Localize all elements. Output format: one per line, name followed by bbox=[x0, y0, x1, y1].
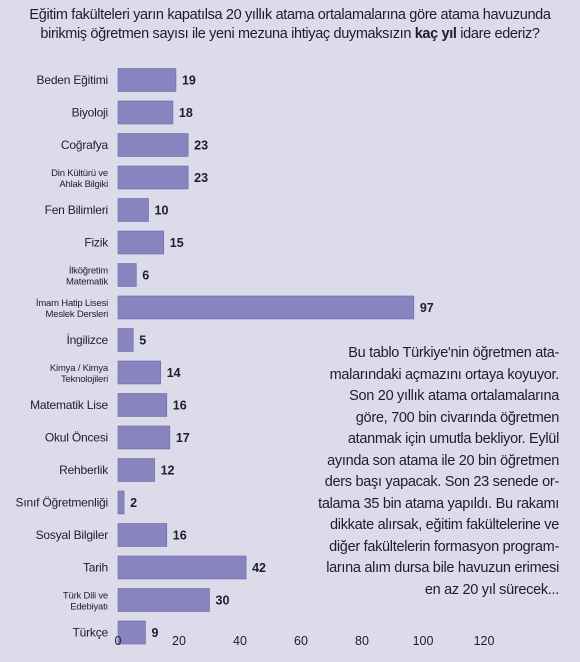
value-label: 12 bbox=[161, 464, 175, 478]
note-line: talama 35 bin atama yapıldı. Bu rakamı bbox=[318, 495, 559, 512]
category-label: Türkçe bbox=[73, 626, 109, 640]
category-label: Kimya / Kimya bbox=[50, 363, 109, 374]
category-label: Ahlak Bilgiki bbox=[59, 179, 108, 190]
value-label: 19 bbox=[182, 74, 196, 88]
bar bbox=[117, 620, 146, 645]
note-line: larına alım dursa bile havuzun erimesi bbox=[326, 560, 559, 576]
x-tick-label: 80 bbox=[355, 634, 369, 648]
note-line: Son 20 yıllık atama ortalamalarına bbox=[349, 388, 559, 404]
bar bbox=[117, 523, 168, 547]
bar bbox=[117, 588, 210, 612]
category-label: İlköğretim bbox=[69, 266, 108, 277]
bar bbox=[117, 230, 165, 255]
note-line: malarındaki açmazını ortaya koyuyor. bbox=[329, 366, 560, 383]
title-line-2-end: idare ederiz? bbox=[456, 26, 540, 42]
bar bbox=[117, 68, 177, 92]
value-label: 16 bbox=[173, 399, 187, 413]
bar bbox=[117, 198, 149, 222]
note-line: atanmak için umutla bekliyor. Eylül bbox=[347, 431, 559, 447]
note-line: en az 20 yıl sürecek... bbox=[424, 581, 559, 598]
category-label: Rehberlik bbox=[59, 463, 109, 477]
bar bbox=[117, 555, 247, 580]
value-label: 9 bbox=[151, 626, 158, 640]
x-tick-label: 0 bbox=[115, 634, 122, 648]
bar bbox=[117, 490, 125, 515]
x-tick-label: 60 bbox=[294, 634, 308, 648]
note-line: dikkate alırsak, eğitim fakültelerine ve bbox=[330, 517, 559, 533]
category-label: İmam Hatip Lisesi bbox=[36, 298, 108, 309]
title-line-2-start: birikmiş öğretmen sayısı ile yeni mezuna… bbox=[40, 26, 415, 42]
value-label: 17 bbox=[176, 431, 190, 445]
value-label: 15 bbox=[170, 236, 184, 250]
value-label: 5 bbox=[139, 334, 146, 348]
value-label: 2 bbox=[130, 496, 137, 510]
note-line: Bu tablo Türkiye'nin öğretmen ata- bbox=[348, 345, 559, 361]
category-label: Tarih bbox=[83, 561, 108, 575]
bar bbox=[117, 133, 189, 157]
category-label: Türk Dili ve bbox=[63, 591, 108, 602]
category-label: Beden Eğitimi bbox=[37, 73, 108, 87]
value-label: 10 bbox=[155, 204, 169, 218]
category-label: Matematik bbox=[66, 277, 108, 288]
value-label: 6 bbox=[142, 269, 149, 283]
value-label: 42 bbox=[252, 561, 266, 575]
bar bbox=[117, 425, 171, 450]
title-line-1: Eğitim fakülteleri yarın kapatılsa 20 yı… bbox=[29, 7, 551, 23]
note-line: göre, 700 bin civarında öğretmen bbox=[355, 409, 560, 426]
value-label: 23 bbox=[194, 171, 208, 185]
value-label: 97 bbox=[420, 301, 434, 315]
x-tick-label: 120 bbox=[474, 634, 495, 648]
value-label: 23 bbox=[194, 139, 208, 153]
x-tick-label: 40 bbox=[233, 634, 247, 648]
category-label: İngilizce bbox=[66, 333, 108, 347]
value-label: 30 bbox=[216, 594, 230, 608]
category-label: Teknolojileri bbox=[61, 374, 108, 385]
x-tick-label: 100 bbox=[413, 634, 434, 648]
category-label: Biyoloji bbox=[72, 106, 108, 120]
bar bbox=[117, 165, 189, 190]
note-line: diğer fakültelerin formasyon program- bbox=[329, 538, 559, 555]
bar bbox=[117, 295, 415, 320]
category-label: Sosyal Bilgiler bbox=[36, 528, 109, 542]
note-line: ders başı yapacak. Son 23 senede or- bbox=[324, 474, 560, 490]
category-label: Edebiyatı bbox=[70, 602, 108, 613]
value-label: 14 bbox=[167, 366, 181, 380]
category-label: Sınıf Öğretmenliği bbox=[16, 496, 108, 510]
bar bbox=[117, 100, 174, 125]
category-label: Fizik bbox=[84, 236, 109, 250]
bar bbox=[117, 458, 155, 482]
note-line: ayında son atama ile 20 bin öğretmen bbox=[327, 452, 559, 469]
value-label: 18 bbox=[179, 106, 193, 120]
chart-title: Eğitim fakülteleri yarın kapatılsa 20 yı… bbox=[10, 6, 570, 44]
value-label: 16 bbox=[173, 529, 187, 543]
bar bbox=[117, 393, 168, 417]
category-label: Meslek Dersleri bbox=[46, 309, 109, 320]
explanatory-note: Bu tablo Türkiye'nin öğretmen ata-maları… bbox=[305, 343, 559, 601]
category-label: Fen Bilimleri bbox=[45, 203, 108, 217]
category-label: Din Kültürü ve bbox=[51, 168, 108, 179]
category-label: Matematik Lise bbox=[30, 398, 108, 412]
category-label: Coğrafya bbox=[61, 138, 109, 152]
title-line-2-bold: kaç yıl bbox=[414, 26, 457, 42]
x-tick-label: 20 bbox=[172, 634, 186, 648]
bar bbox=[117, 360, 162, 385]
bar bbox=[117, 328, 134, 352]
category-label: Okul Öncesi bbox=[45, 431, 108, 445]
bar bbox=[117, 263, 137, 287]
